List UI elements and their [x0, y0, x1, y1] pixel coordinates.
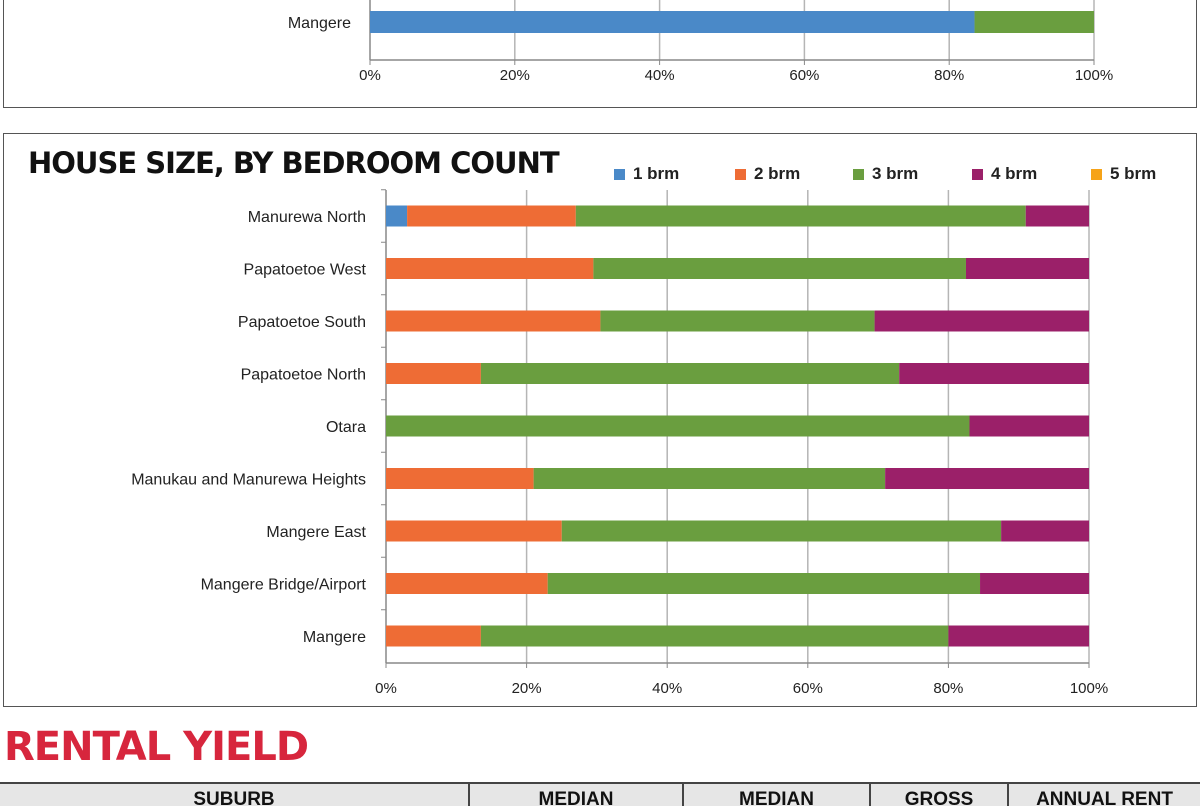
- column-header-annual-rent: ANNUAL RENT: [1036, 789, 1173, 806]
- category-label-mangere-bridge-airport: Mangere Bridge/Airport: [201, 577, 367, 594]
- legend-item-4-brm: 4 brm: [972, 164, 1037, 184]
- legend-item-2-brm: 2 brm: [735, 164, 800, 184]
- bar-mangere-east-4-brm: [1001, 520, 1089, 542]
- bar-mangere-bridge-airport-3-brm: [547, 573, 981, 594]
- legend-label: 2 brm: [754, 164, 801, 183]
- legend-item-5-brm: 5 brm: [1091, 164, 1156, 184]
- section-title: RENTAL YIELD: [4, 724, 309, 770]
- bar-mangere-2-brm: [386, 625, 481, 647]
- legend-swatch: [1091, 168, 1102, 180]
- rental-yield-table-header: SUBURB MEDIAN MEDIAN GROSS ANNUAL RENT: [0, 782, 1200, 806]
- category-label-mangere-east: Mangere East: [266, 524, 366, 541]
- legend-label: 4 brm: [991, 164, 1038, 183]
- category-label-papatoetoe-west: Papatoetoe West: [244, 262, 367, 279]
- bar-manukau-and-manurewa-heights-4-brm: [885, 468, 1089, 489]
- bar-manukau-and-manurewa-heights-3-brm: [533, 468, 886, 489]
- category-label-manukau-and-manurewa-heights: Manukau and Manurewa Heights: [131, 472, 366, 489]
- bar-manukau-and-manurewa-heights-2-brm: [386, 468, 534, 489]
- category-label-papatoetoe-south: Papatoetoe South: [238, 314, 366, 331]
- legend-swatch: [614, 168, 625, 180]
- x-tick-label: 80%: [933, 680, 963, 697]
- x-tick-label: 100%: [1070, 680, 1108, 697]
- x-tick-label: 0%: [375, 680, 397, 697]
- column-header-suburb: SUBURB: [0, 784, 470, 806]
- bar-papatoetoe-south-3-brm: [600, 310, 875, 332]
- category-label-manurewa-north: Manurewa North: [248, 209, 366, 226]
- legend-label: 3 brm: [872, 164, 919, 183]
- bar-mangere-bridge-airport-2-brm: [386, 573, 548, 594]
- bar-manurewa-north-1-brm: [386, 205, 408, 227]
- x-tick-label: 0%: [359, 67, 381, 84]
- bar-papatoetoe-north-2-brm: [386, 363, 481, 384]
- bar-papatoetoe-south-2-brm: [386, 310, 601, 332]
- x-tick-label: 40%: [652, 680, 682, 697]
- category-label-otara: Otara: [326, 419, 366, 436]
- bar-manurewa-north-3-brm: [575, 205, 1026, 227]
- legend-item-1-brm: 1 brm: [614, 164, 679, 184]
- bar-papatoetoe-north-3-brm: [480, 363, 900, 384]
- bar-mangere-series-0: [370, 11, 975, 33]
- x-tick-label: 40%: [645, 67, 675, 84]
- x-tick-label: 100%: [1075, 67, 1113, 84]
- bar-mangere-series-1: [974, 11, 1094, 33]
- bar-papatoetoe-south-4-brm: [874, 310, 1089, 332]
- chart-title: HOUSE SIZE, BY BEDROOM COUNT: [28, 146, 560, 180]
- bar-mangere-bridge-airport-4-brm: [980, 573, 1089, 594]
- bar-otara-4-brm: [969, 415, 1089, 437]
- x-tick-label: 60%: [789, 67, 819, 84]
- legend-label: 5 brm: [1110, 164, 1157, 183]
- bar-mangere-east-2-brm: [386, 520, 562, 542]
- category-label-mangere: Mangere: [288, 15, 351, 32]
- bar-otara-3-brm: [386, 415, 970, 437]
- legend-label: 1 brm: [633, 164, 680, 183]
- bar-mangere-east-3-brm: [561, 520, 1002, 542]
- bar-papatoetoe-north-4-brm: [899, 363, 1089, 384]
- x-tick-label: 80%: [934, 67, 964, 84]
- x-tick-label: 20%: [512, 680, 542, 697]
- bar-papatoetoe-west-2-brm: [386, 258, 594, 279]
- bar-mangere-3-brm: [480, 625, 949, 647]
- bar-papatoetoe-west-4-brm: [965, 258, 1089, 279]
- bar-papatoetoe-west-3-brm: [593, 258, 966, 279]
- column-header-gross: GROSS: [871, 784, 1009, 806]
- legend-swatch: [853, 168, 864, 180]
- legend-swatch: [735, 168, 746, 180]
- bar-mangere-4-brm: [948, 625, 1089, 647]
- column-header-median-2: MEDIAN: [684, 784, 871, 806]
- column-header-median-1: MEDIAN: [470, 784, 684, 806]
- x-tick-label: 20%: [500, 67, 530, 84]
- bar-manurewa-north-4-brm: [1025, 205, 1089, 227]
- bar-manurewa-north-2-brm: [407, 205, 576, 227]
- legend-item-3-brm: 3 brm: [853, 164, 918, 184]
- category-label-papatoetoe-north: Papatoetoe North: [241, 367, 366, 384]
- category-label-mangere: Mangere: [303, 629, 366, 646]
- legend-swatch: [972, 168, 983, 180]
- x-tick-label: 60%: [793, 680, 823, 697]
